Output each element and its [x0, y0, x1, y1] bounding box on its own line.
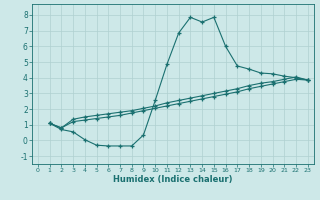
X-axis label: Humidex (Indice chaleur): Humidex (Indice chaleur)	[113, 175, 233, 184]
